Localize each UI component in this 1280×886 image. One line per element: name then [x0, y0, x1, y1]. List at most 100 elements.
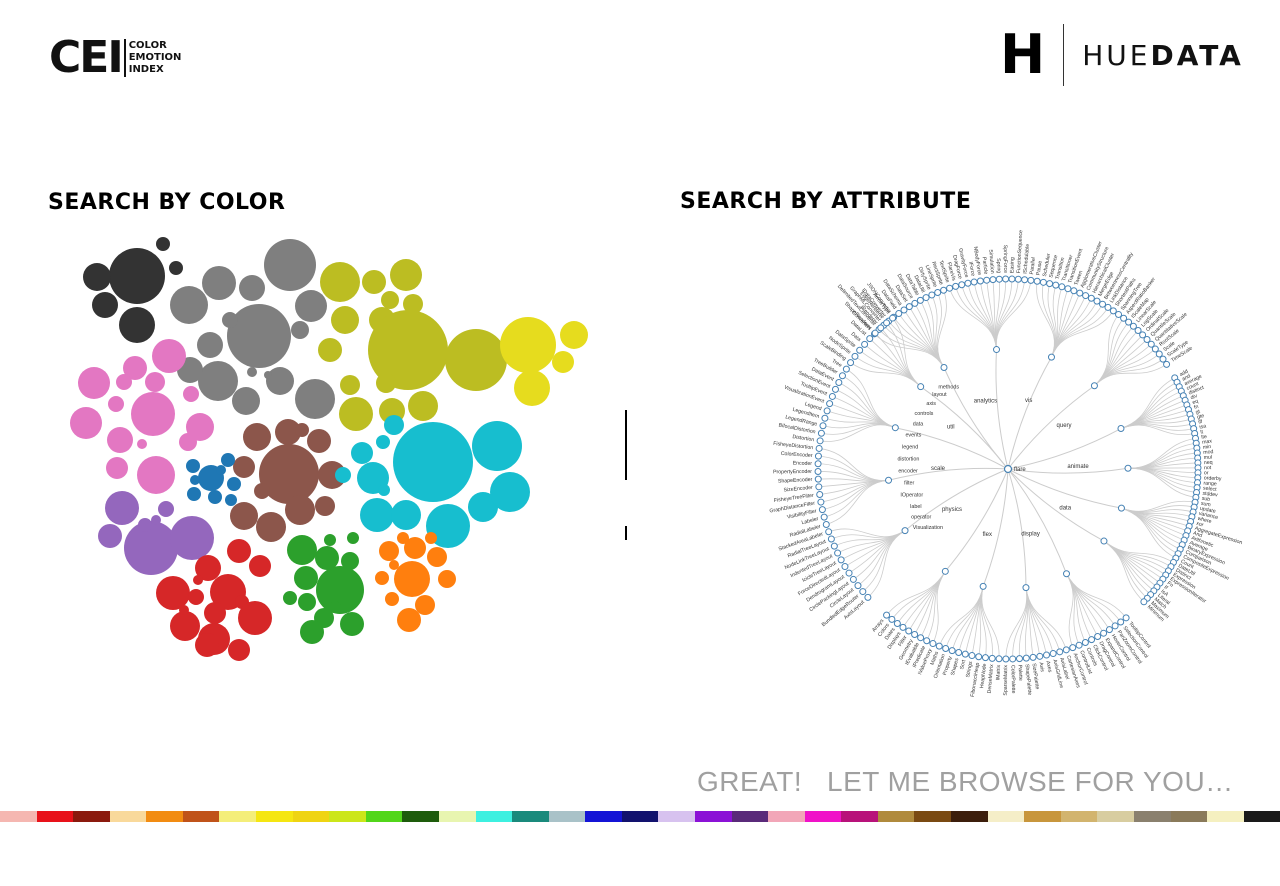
tree-branch-label[interactable]: flex [983, 532, 992, 538]
tree-leaf-label[interactable]: gt [1195, 409, 1201, 416]
color-swatch[interactable] [804, 811, 842, 822]
red-bubble[interactable] [204, 602, 226, 624]
tree-leaf-label[interactable]: neq [1204, 460, 1213, 466]
tree-leaf-node[interactable] [1008, 275, 1016, 283]
color-swatch[interactable] [182, 811, 220, 822]
tree-leaf-label[interactable]: AxisLabel [1058, 657, 1070, 680]
tree-leaf-node[interactable] [827, 535, 835, 543]
olive-bubble-group[interactable] [318, 259, 507, 431]
pink-bubble[interactable] [108, 396, 124, 412]
tree-leaf-node[interactable] [1159, 355, 1167, 363]
green-bubble[interactable] [283, 591, 297, 605]
green-bubble[interactable] [316, 566, 364, 614]
pink-bubble[interactable] [131, 392, 175, 436]
brown-bubble[interactable] [230, 502, 258, 530]
tree-leaf-node[interactable] [856, 346, 864, 354]
tree-leaf-label[interactable]: Axes [1044, 660, 1052, 673]
brown-bubble-group[interactable] [230, 419, 346, 542]
tree-branch-node[interactable] [917, 383, 925, 391]
purple-bubble[interactable] [138, 518, 152, 532]
tree-branch-label[interactable]: vis [1025, 398, 1032, 404]
olive-bubble[interactable] [340, 375, 360, 395]
tree-leaf-label[interactable]: SpringForce [1002, 245, 1008, 273]
gray-bubble[interactable] [170, 286, 208, 324]
tree-leaf-label[interactable]: select [1203, 486, 1218, 493]
tree-branch-node[interactable] [1117, 504, 1125, 512]
tree-leaf-node[interactable] [975, 653, 983, 661]
tree-branch-node[interactable] [941, 567, 949, 575]
tree-leaf-node[interactable] [983, 276, 991, 284]
purple-bubble[interactable] [124, 521, 178, 575]
tree-leaf-node[interactable] [864, 593, 872, 601]
color-swatch[interactable] [841, 811, 878, 822]
tree-leaf-node[interactable] [976, 277, 984, 285]
brown-bubble[interactable] [256, 512, 286, 542]
brown-bubble[interactable] [295, 423, 309, 437]
tree-leaf-node[interactable] [929, 640, 937, 648]
tree-leaf-label[interactable]: gte [1196, 413, 1205, 421]
tree-leaf-label[interactable]: Axis [1037, 662, 1045, 673]
tree-leaf-label[interactable]: Spring [995, 258, 1002, 273]
color-swatch[interactable] [365, 811, 403, 822]
tree-leaf-label[interactable]: range [1203, 480, 1217, 487]
olive-bubble[interactable] [368, 310, 448, 390]
tree-leaf-node[interactable] [830, 542, 838, 550]
tree-leaf-node[interactable] [815, 444, 823, 452]
tree-leaf-label[interactable]: fn [1193, 404, 1199, 411]
tree-leaf-label[interactable]: IsA [1160, 589, 1170, 599]
color-bubble-chart[interactable] [0, 0, 640, 700]
color-swatch[interactable] [1060, 811, 1098, 822]
tree-leaf-label[interactable]: IMatrix [995, 664, 1002, 680]
tree-leaf-node[interactable] [1155, 350, 1163, 358]
tree-leaf-label[interactable]: FunctionSequence [1016, 230, 1024, 274]
tree-leaf-node[interactable] [955, 648, 963, 656]
tree-leaf-label[interactable]: Palette [1016, 664, 1023, 681]
tree-leaf-label[interactable]: ISchedulable [1023, 244, 1032, 275]
tree-leaf-node[interactable] [1002, 655, 1010, 663]
color-swatch[interactable] [987, 811, 1025, 822]
tree-leaf-node[interactable] [1046, 280, 1054, 288]
olive-bubble[interactable] [331, 306, 359, 334]
tree-leaf-node[interactable] [911, 630, 919, 638]
tree-leaf-node[interactable] [888, 615, 896, 623]
tree-leaf-node[interactable] [1087, 294, 1095, 302]
tree-leaf-node[interactable] [952, 282, 960, 290]
green-bubble[interactable] [298, 593, 316, 611]
purple-bubble[interactable] [98, 524, 122, 548]
color-swatch[interactable] [36, 811, 74, 822]
orange-bubble[interactable] [389, 560, 399, 570]
tree-leaf-node[interactable] [1009, 655, 1017, 663]
tree-leaf-node[interactable] [847, 359, 855, 367]
blue-bubble[interactable] [187, 487, 201, 501]
tree-leaf-label[interactable]: SizeEncoder [783, 485, 813, 494]
blue-bubble[interactable] [227, 477, 241, 491]
blue-bubble[interactable] [221, 453, 235, 467]
green-bubble[interactable] [347, 532, 359, 544]
tree-leaf-node[interactable] [940, 286, 948, 294]
tree-leaf-node[interactable] [883, 611, 891, 619]
tree-leaf-node[interactable] [934, 288, 942, 296]
pink-bubble[interactable] [116, 374, 132, 390]
tree-leaf-label[interactable]: Encoder [793, 460, 813, 467]
tree-leaf-label[interactable]: Particle [981, 257, 989, 275]
black-bubble[interactable] [109, 248, 165, 304]
tree-leaf-label[interactable]: Pause [1035, 260, 1043, 276]
tree-leaf-node[interactable] [935, 642, 943, 650]
tree-leaf-node[interactable] [819, 422, 827, 430]
tree-leaf-node[interactable] [1122, 614, 1130, 622]
blue-bubble[interactable] [225, 494, 237, 506]
tree-leaf-label[interactable]: SizePalette [1031, 663, 1040, 690]
tree-leaf-node[interactable] [989, 276, 997, 284]
tree-leaf-node[interactable] [1015, 655, 1023, 663]
black-bubble[interactable] [156, 237, 170, 251]
green-bubble[interactable] [329, 601, 341, 613]
tree-leaf-node[interactable] [1029, 653, 1037, 661]
tree-leaf-node[interactable] [958, 281, 966, 289]
orange-bubble[interactable] [397, 608, 421, 632]
tree-leaf-label[interactable]: FlareVis [946, 262, 957, 282]
tree-sub-label[interactable]: operator [911, 515, 931, 521]
tree-leaf-label[interactable]: variance [1198, 511, 1219, 521]
huedata-logo[interactable]: H HUEDATA [1000, 24, 1244, 86]
tree-leaf-node[interactable] [871, 329, 879, 337]
blue-bubble[interactable] [216, 465, 226, 475]
